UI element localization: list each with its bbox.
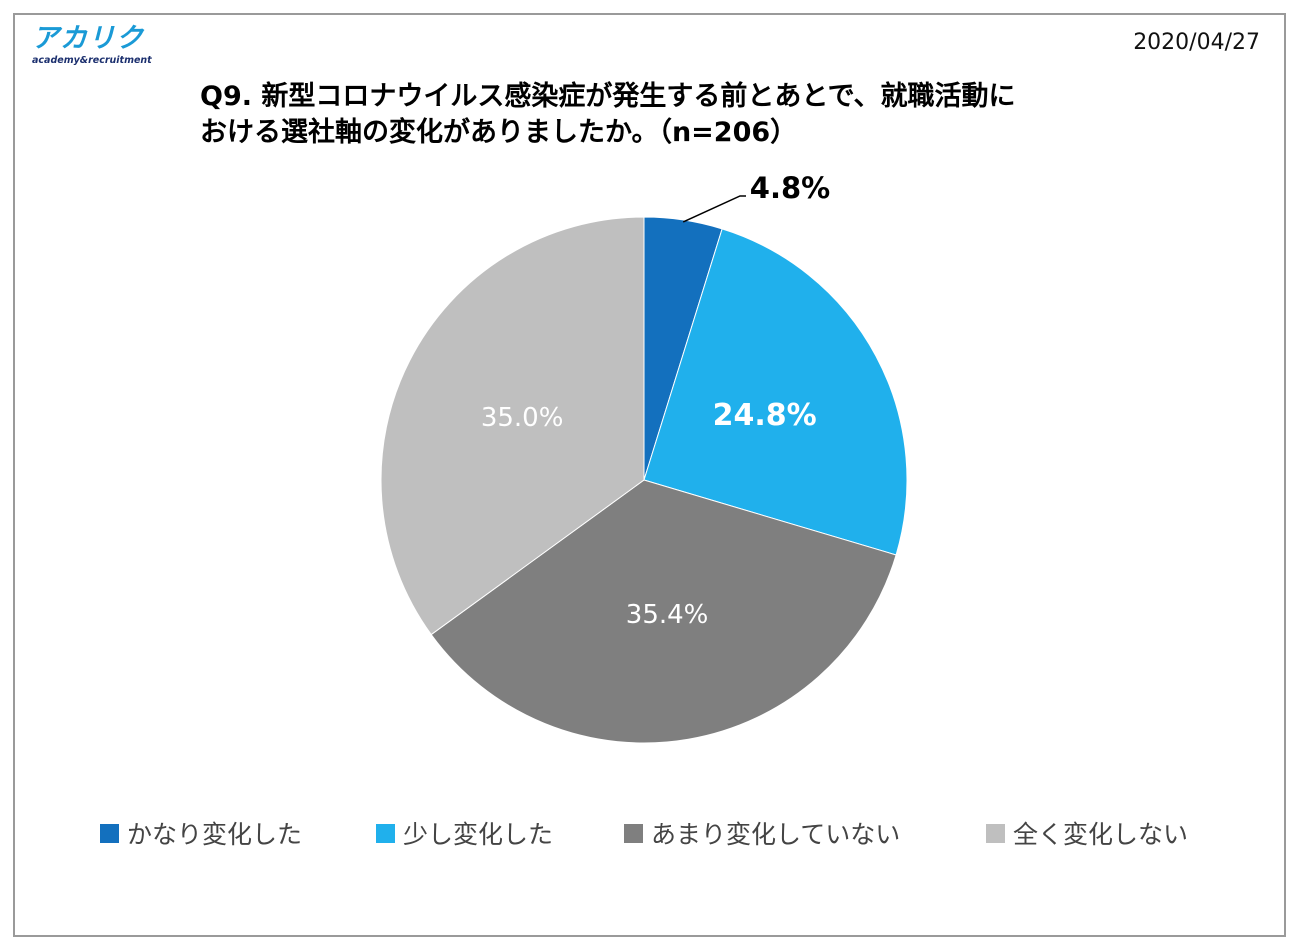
chart-frame	[13, 13, 1286, 937]
data-label-mattaku: 35.0%	[481, 403, 564, 433]
legend-label-kanari: かなり変化した	[127, 820, 303, 849]
legend-item-kanari: かなり変化した	[100, 815, 302, 851]
pie-slice-sukoshi	[643, 228, 908, 556]
legend-swatch-mattaku	[986, 823, 1005, 843]
chart-title: Q9. 新型コロナウイルス感染症が発生する前とあとで、就職活動に おける選社軸の…	[200, 79, 1200, 151]
legend-label-sukoshi: 少し変化した	[403, 820, 554, 849]
chart-title-line-1: Q9. 新型コロナウイルス感染症が発生する前とあとで、就職活動に	[200, 81, 1016, 112]
legend-swatch-amari	[624, 823, 643, 843]
legend-item-mattaku: 全く変化しない	[986, 815, 1188, 851]
legend-item-sukoshi: 少し変化した	[376, 815, 553, 851]
leader-line-kanari	[682, 195, 746, 223]
legend-swatch-kanari	[100, 823, 119, 843]
logo-sub-text: academy&recruitment	[32, 55, 152, 66]
legend-swatch-sukoshi	[376, 823, 395, 843]
legend-label-amari: あまり変化していない	[651, 820, 901, 849]
pie-slice-amari	[430, 479, 897, 744]
legend-item-amari: あまり変化していない	[624, 815, 900, 851]
data-label-sukoshi: 24.8%	[713, 398, 817, 433]
logo-main-text: アカリク	[32, 23, 144, 54]
chart-legend: かなり変化した 少し変化した あまり変化していない 全く変化しない	[100, 815, 1230, 851]
data-label-amari: 35.4%	[626, 600, 709, 630]
pie-slice-mattaku	[380, 216, 645, 636]
chart-title-line-2: おける選社軸の変化がありましたか。（n=206）	[200, 117, 798, 148]
data-label-kanari: 4.8%	[750, 171, 830, 205]
akariku-logo: アカリク academy&recruitment	[32, 24, 192, 68]
date-label: 2020/04/27	[1133, 30, 1260, 55]
legend-label-mattaku: 全く変化しない	[1013, 820, 1189, 849]
